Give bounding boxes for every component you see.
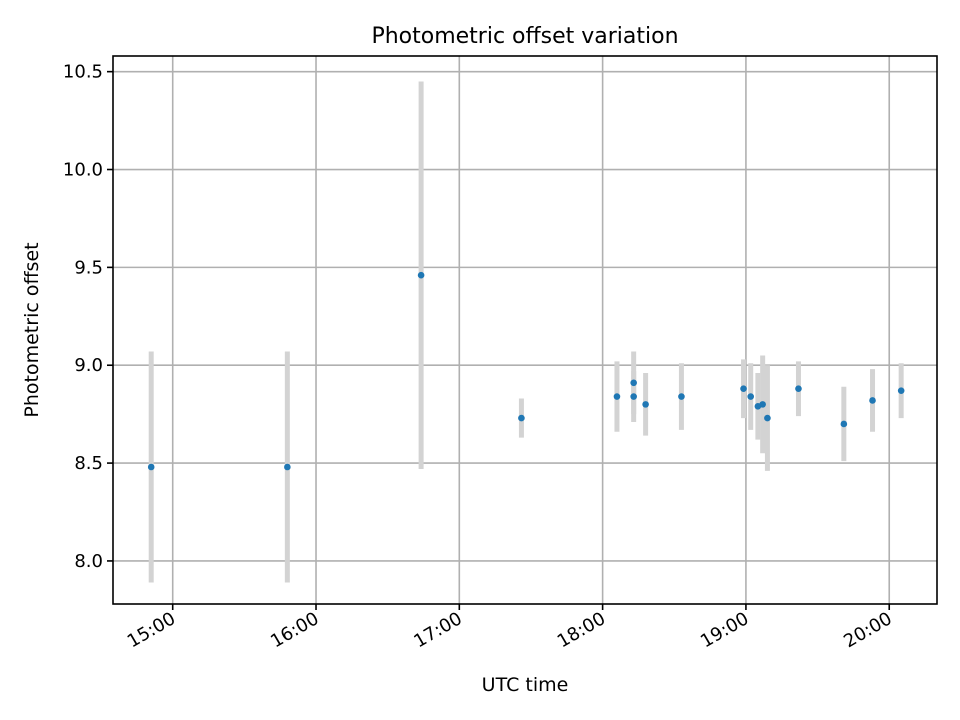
data-point [897,387,905,394]
y-tick-label: 10.0 [63,160,103,181]
data-point [759,401,766,408]
error-bars [148,81,904,583]
grid [113,56,937,604]
y-tick-label: 9.0 [74,355,103,376]
data-point [840,420,848,428]
data-point [678,393,685,400]
data-points [147,271,905,471]
data-point [642,401,649,408]
data-point [740,385,747,393]
chart-title: Photometric offset variation [371,24,678,49]
data-point [764,414,771,422]
x-tick-label: 20:00 [840,608,895,652]
y-axis-label: Photometric offset [21,242,43,417]
x-tick-label: 17:00 [410,608,465,652]
y-tick-label: 8.0 [74,551,103,572]
data-point [630,393,637,400]
plot-frame [112,55,938,605]
data-point [869,397,876,404]
data-point [795,385,802,393]
data-point [613,393,621,400]
y-tick-label: 9.5 [74,257,103,278]
y-tick-label: 10.5 [63,62,103,83]
data-point [630,379,637,387]
axis-ticks: 15:00 16:00 17:00 18:00 19:00 20:00 8.0 8.5 9.0 9… [63,62,896,653]
data-point [417,271,425,279]
data-point [518,414,525,422]
x-axis-label: UTC time [482,674,569,696]
data-point [147,463,155,471]
x-tick-label: 18:00 [554,608,609,652]
y-tick-label: 8.5 [74,453,103,474]
x-tick-label: 15:00 [124,608,179,652]
data-point [284,463,291,471]
data-point [747,393,755,400]
x-tick-label: 19:00 [697,608,752,652]
x-tick-label: 16:00 [267,608,322,652]
